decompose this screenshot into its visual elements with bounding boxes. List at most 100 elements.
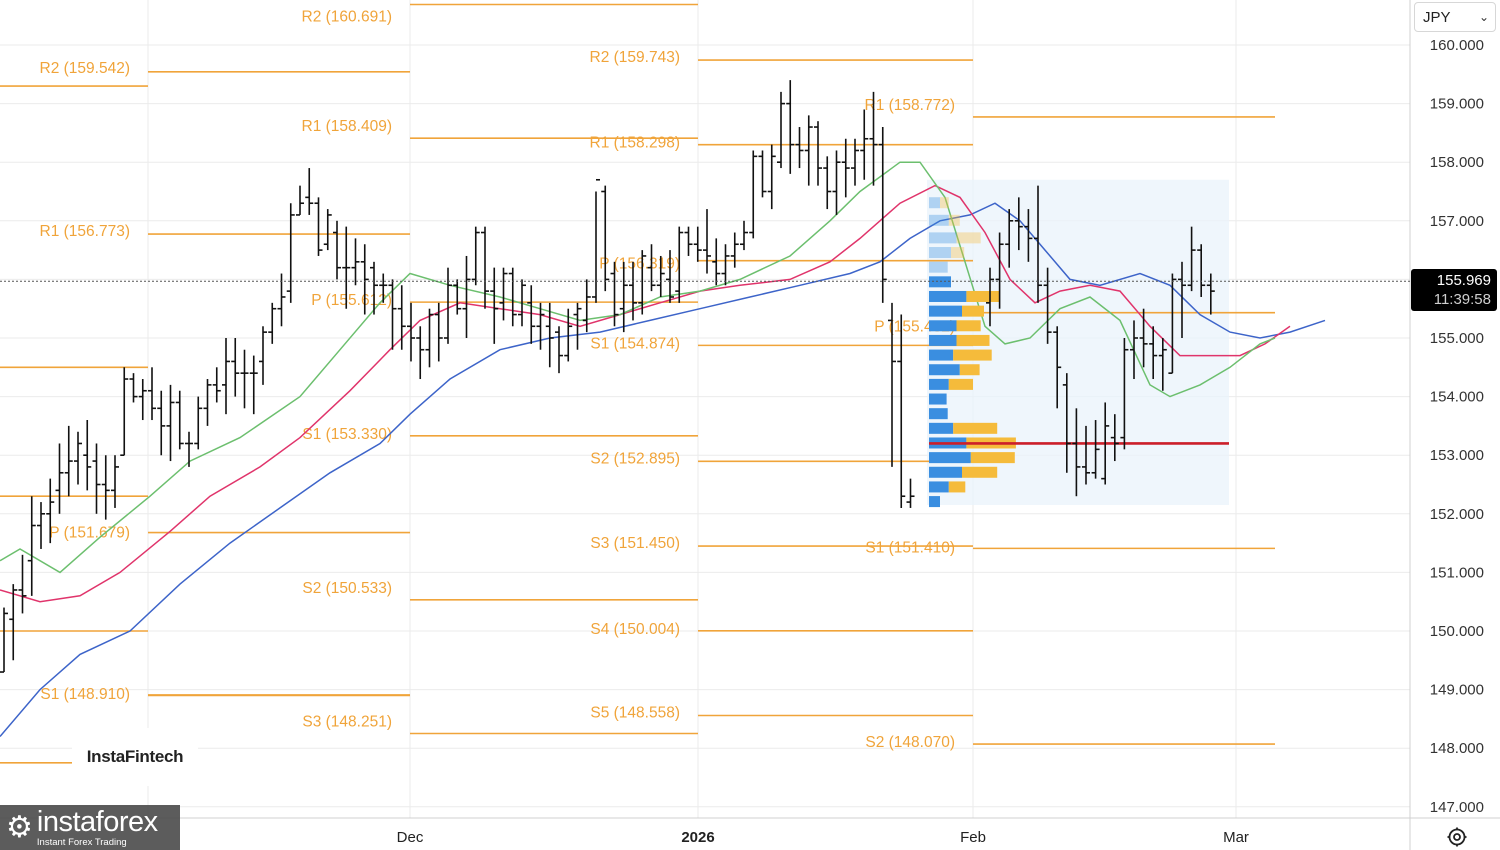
ohlc-bar <box>1024 209 1033 262</box>
y-tick-label: 152.000 <box>1430 506 1484 523</box>
ohlc-bar <box>37 502 45 549</box>
pivot-label: R1 (158.298) <box>590 135 680 152</box>
x-tick-label: 2026 <box>681 829 714 846</box>
watermark-brand: instaforex <box>36 805 158 838</box>
ohlc-bar <box>814 121 822 186</box>
ohlc-bar <box>777 91 785 169</box>
ohlc-bar <box>148 367 156 421</box>
volume-profile-sell-bar <box>953 422 998 434</box>
ohlc-bar <box>1110 414 1119 462</box>
instafintech-logo: InstaFintech <box>72 728 198 786</box>
ohlc-bar <box>18 554 27 614</box>
ohlc-bar <box>157 390 166 456</box>
ohlc-bar <box>1178 261 1186 338</box>
ohlc-bar <box>120 367 129 457</box>
ohlc-bar <box>564 308 573 362</box>
ohlc-bar <box>582 279 591 333</box>
volume-profile-sell-bar <box>956 232 981 244</box>
ohlc-bar <box>249 355 258 415</box>
pivot-label: S5 (148.558) <box>590 705 680 722</box>
ohlc-bar <box>240 349 249 409</box>
volume-profile-buy-bar <box>929 364 960 376</box>
y-tick-label: 154.000 <box>1430 389 1484 406</box>
volume-profile-buy-bar <box>929 349 954 361</box>
volume-profile-buy-bar <box>929 232 957 244</box>
ohlc-bar <box>1043 267 1052 344</box>
chevron-down-icon: ⌄ <box>1478 10 1489 24</box>
ohlc-bar <box>46 478 55 544</box>
ohlc-bar <box>425 308 434 368</box>
ohlc-bar <box>342 226 351 309</box>
x-tick-label: Feb <box>960 829 986 846</box>
ohlc-bar <box>1187 226 1196 292</box>
ohlc-bar <box>138 379 147 421</box>
volume-profile-buy-bar <box>929 261 948 273</box>
ohlc-bar <box>767 144 776 210</box>
volume-profile-buy-bar <box>929 408 948 420</box>
ohlc-bar <box>878 127 887 303</box>
pivot-label: S2 (148.070) <box>865 734 955 751</box>
ohlc-bar <box>786 80 795 174</box>
ohlc-bar <box>231 338 240 397</box>
watermark-tagline: Instant Forex Trading <box>36 836 127 848</box>
ohlc-bar <box>453 279 462 315</box>
volume-profile-buy-bar <box>929 393 947 405</box>
ohlc-bar <box>55 443 64 514</box>
volume-profile-sell-bar <box>940 197 949 209</box>
ohlc-bar <box>656 255 665 297</box>
y-tick-label: 149.000 <box>1430 682 1484 699</box>
ohlc-bar <box>629 261 637 321</box>
ohlc-bar <box>666 250 674 303</box>
volume-profile-buy-bar <box>929 276 951 288</box>
pivot-label: P (155.612) <box>311 292 392 309</box>
ohlc-bar <box>277 273 286 327</box>
ohlc-bar <box>1206 273 1215 315</box>
ohlc-bar <box>1062 373 1071 473</box>
y-tick-label: 160.000 <box>1430 37 1484 54</box>
ohlc-bar <box>721 244 730 286</box>
volume-profile-buy-bar <box>929 334 957 346</box>
ohlc-bar <box>832 150 841 215</box>
ohlc-bar <box>804 115 813 186</box>
ohlc-bar <box>527 285 536 344</box>
ohlc-bar <box>860 109 869 180</box>
settings-button[interactable] <box>1444 824 1470 850</box>
ohlc-bar <box>647 244 656 292</box>
pivot-label: S3 (148.251) <box>302 713 392 730</box>
ohlc-bar <box>675 226 684 303</box>
ohlc-bar <box>638 250 647 315</box>
ohlc-bar <box>1130 320 1138 380</box>
ohlc-bar <box>1082 425 1090 485</box>
pivot-label: R1 (156.773) <box>40 223 130 240</box>
volume-profile-buy-bar <box>929 320 957 332</box>
pivot-label: S2 (152.895) <box>590 450 680 467</box>
ohlc-bar <box>555 326 563 374</box>
volume-profile-buy-bar <box>929 422 954 434</box>
ohlc-bar <box>518 279 526 327</box>
pivot-label: S1 (148.910) <box>40 686 130 703</box>
ohlc-bar <box>462 255 471 338</box>
currency-select[interactable]: JPY ⌄ <box>1414 2 1496 32</box>
ohlc-bar <box>434 302 443 362</box>
ohlc-bar <box>407 302 415 362</box>
y-tick-label: 151.000 <box>1430 564 1484 581</box>
y-tick-label: 147.000 <box>1430 799 1484 816</box>
ohlc-bar <box>129 373 138 403</box>
ohlc-bar <box>610 261 619 327</box>
ohlc-bar <box>166 384 175 462</box>
ma-mid-line <box>0 184 1291 603</box>
y-tick-label: 159.000 <box>1430 96 1484 113</box>
volume-profile-buy-bar <box>929 247 951 259</box>
volume-profile-sell-bar <box>966 290 1000 302</box>
ohlc-bar <box>101 455 110 520</box>
volume-profile-sell-bar <box>956 334 990 346</box>
pivot-label: S3 (151.450) <box>590 535 680 552</box>
ohlc-bar <box>1197 244 1206 297</box>
x-tick-label: Mar <box>1223 829 1249 846</box>
ohlc-bar <box>9 584 18 661</box>
ohlc-bar <box>444 267 452 344</box>
pivot-label: S1 (154.874) <box>590 335 680 352</box>
bar-countdown: 11:39:58 <box>1433 291 1491 308</box>
ohlc-bar <box>1005 209 1014 268</box>
